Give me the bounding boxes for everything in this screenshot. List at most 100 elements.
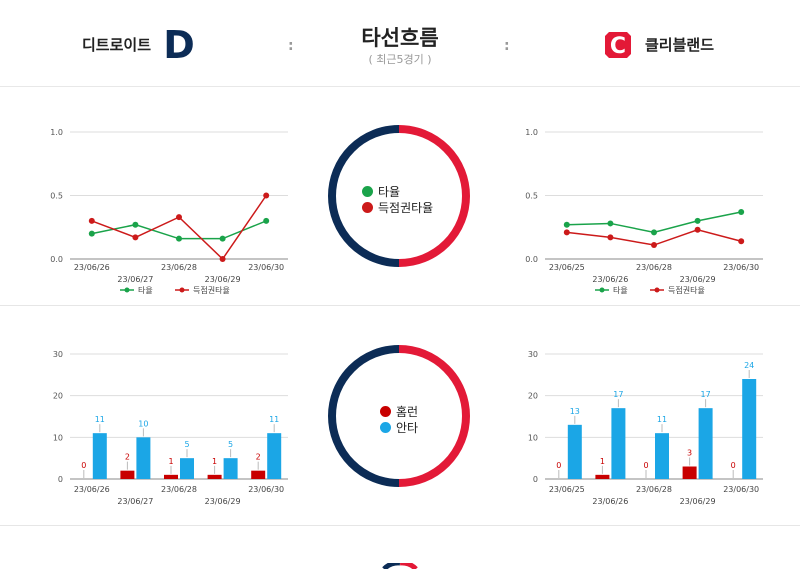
bar-hit	[92, 433, 107, 479]
bar-homerun	[207, 474, 222, 479]
data-label: 1	[212, 457, 217, 466]
data-label: 2	[256, 453, 261, 462]
data-point	[176, 235, 182, 242]
data-label: 24	[744, 361, 754, 370]
bar-hit	[698, 408, 713, 479]
x-tick-label: 23/06/29	[205, 275, 241, 284]
bar-hit	[567, 424, 582, 479]
bar-homerun	[164, 474, 178, 479]
data-label: 10	[138, 419, 148, 428]
data-point	[694, 217, 701, 224]
y-tick-label: 0	[58, 475, 63, 484]
data-point	[219, 256, 226, 262]
series-line-batting-avg	[566, 211, 742, 234]
legend-label: 득점권타율	[378, 201, 434, 215]
data-label: 0	[643, 461, 648, 470]
data-point	[88, 230, 95, 237]
donut-chart-hits	[328, 345, 470, 487]
legend-marker	[179, 287, 185, 293]
batting-avg-chart-cleveland: 0.0 0.5 1.0 23/06/25 23/06/26 23/06/28 23/06/2…	[525, 128, 763, 295]
x-tick-label: 23/06/30	[723, 485, 759, 494]
donut-arc-home	[328, 345, 400, 487]
data-label: 5	[228, 440, 233, 449]
donut-arc-home	[328, 125, 400, 267]
series-line-scoring-pos	[91, 195, 267, 261]
donut-arc-away	[398, 345, 470, 487]
data-label: 17	[701, 390, 711, 399]
data-point	[132, 234, 139, 241]
bar-homerun	[682, 466, 697, 479]
x-tick-label: 23/06/25	[549, 263, 585, 272]
x-tick-label: 23/06/29	[680, 497, 716, 506]
data-point	[132, 221, 139, 228]
donut-chart-next	[382, 563, 418, 569]
page-subtitle: ( 최근5경기 )	[368, 53, 432, 66]
data-label: 11	[657, 415, 667, 424]
data-point	[607, 234, 614, 241]
hits-chart-cleveland: 010203023/06/2523/06/2623/06/2823/06/292…	[528, 350, 763, 506]
bar-homerun	[251, 470, 266, 479]
x-tick-label: 23/06/27	[117, 275, 153, 284]
data-point	[563, 229, 570, 236]
x-tick-label: 23/06/28	[636, 263, 672, 272]
tigers-logo-icon[interactable]: D	[162, 24, 196, 64]
donut-legend-homerun: 홈런	[380, 403, 418, 420]
donut-legend-batting-avg: 타율	[362, 183, 400, 200]
y-tick-label: 0	[533, 475, 538, 484]
bar-hit	[267, 433, 282, 479]
header: 디트로이트 D : 타선흐름 ( 최근5경기 ) : C 클리블랜드	[0, 0, 800, 87]
legend-marker	[124, 287, 130, 293]
y-tick-label: 10	[53, 433, 63, 442]
y-tick-label: 0.5	[50, 192, 63, 201]
legend-label: 득점권타율	[668, 285, 705, 295]
y-tick-label: 30	[53, 350, 63, 359]
legend-dot-icon	[380, 422, 391, 433]
data-point	[651, 242, 657, 249]
hits-chart-detroit: 010203023/06/2623/06/2723/06/2823/06/292…	[53, 350, 288, 506]
donut-legend-scoring-pos: 득점권타율	[362, 199, 433, 216]
x-tick-label: 23/06/28	[161, 485, 197, 494]
x-tick-label: 23/06/28	[636, 485, 672, 494]
donut-chart-batting	[328, 125, 470, 267]
data-label: 0	[556, 461, 561, 470]
x-tick-label: 23/06/26	[74, 485, 110, 494]
team-right-name[interactable]: 클리블랜드	[645, 36, 715, 54]
page-title: 타선흐름	[361, 26, 439, 50]
legend-label: 득점권타율	[193, 285, 230, 295]
data-point	[219, 235, 226, 242]
bar-homerun	[120, 470, 135, 479]
x-tick-label: 23/06/30	[248, 263, 284, 272]
x-tick-label: 23/06/27	[117, 497, 153, 506]
legend-marker	[654, 287, 660, 293]
x-tick-label: 23/06/30	[248, 485, 284, 494]
data-label: 1	[600, 457, 605, 466]
data-point	[738, 209, 745, 216]
y-tick-label: 20	[53, 392, 63, 401]
guardians-logo-icon[interactable]: C	[605, 30, 631, 60]
x-tick-label: 23/06/26	[592, 497, 628, 506]
data-label: 13	[570, 407, 580, 416]
data-label: 0	[81, 461, 86, 470]
x-tick-label: 23/06/26	[74, 263, 110, 272]
x-tick-label: 23/06/28	[161, 263, 197, 272]
x-tick-label: 23/06/29	[680, 275, 716, 284]
data-point	[607, 220, 614, 227]
section-divider	[0, 525, 800, 526]
legend-marker	[599, 287, 605, 293]
data-label: 11	[269, 415, 279, 424]
data-point	[263, 192, 270, 199]
legend-dot-icon	[380, 406, 391, 417]
y-tick-label: 10	[528, 433, 538, 442]
y-tick-label: 30	[528, 350, 538, 359]
donut-arc-away	[398, 125, 470, 267]
data-label: 1	[168, 457, 173, 466]
data-label: 0	[731, 461, 736, 470]
data-label: 2	[125, 453, 130, 462]
bar-hit	[742, 379, 757, 479]
legend-label: 안타	[396, 421, 419, 435]
batting-avg-chart-detroit: 0.0 0.5 1.0 23/06/26 23/06/27 23/06/28 23/06/2…	[50, 128, 288, 295]
team-left-name[interactable]: 디트로이트	[82, 36, 152, 54]
x-tick-label: 23/06/25	[549, 485, 585, 494]
data-point	[176, 214, 182, 221]
bar-hit	[223, 458, 238, 479]
